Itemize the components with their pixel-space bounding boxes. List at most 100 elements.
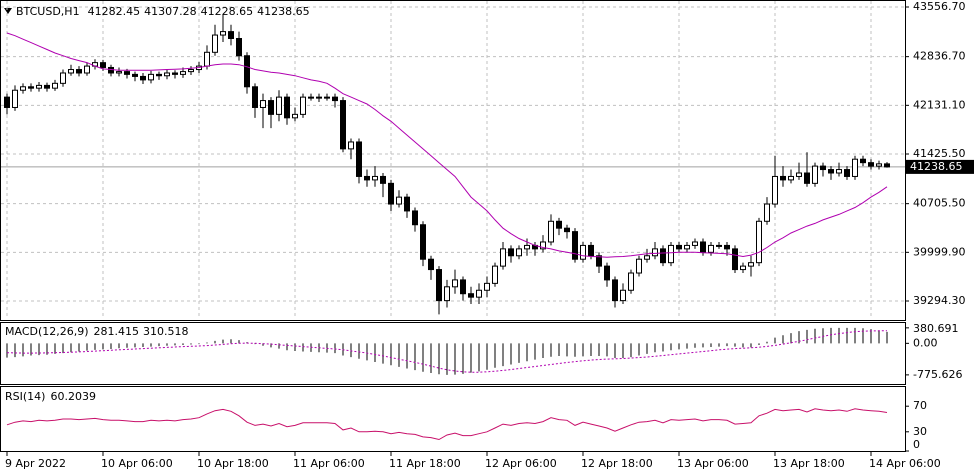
candle-body	[212, 34, 218, 53]
candle-body	[796, 172, 802, 177]
x-tick-label: 11 Apr 18:00	[389, 457, 461, 470]
candle-body	[252, 86, 258, 108]
candle-body	[724, 244, 730, 250]
candle-body	[804, 172, 810, 184]
candle-body	[12, 89, 18, 108]
chart-header: BTCUSD,H1 41282.45 41307.28 41228.65 41238.6…	[16, 5, 310, 18]
candle-body	[228, 31, 234, 40]
candle-body	[412, 210, 418, 226]
candle-body	[732, 248, 738, 271]
candle-body	[172, 72, 178, 75]
candle-body	[692, 241, 698, 246]
candle-body	[836, 169, 842, 174]
candle-body	[156, 73, 162, 77]
candle-body	[652, 248, 658, 257]
candle-body	[180, 71, 186, 75]
rsi-value: 60.2039	[50, 390, 96, 403]
candle-body	[444, 286, 450, 302]
candle-body	[380, 175, 386, 184]
candle-body	[84, 65, 90, 74]
candle-body	[812, 165, 818, 184]
candle-body	[468, 293, 474, 298]
y-tick-label: 30	[913, 425, 927, 438]
macd-value: 281.415	[94, 325, 140, 338]
candle-body	[452, 279, 458, 288]
candle-body	[492, 265, 498, 284]
macd-title: MACD(12,26,9)	[5, 325, 89, 338]
symbol-menu-arrow[interactable]	[4, 8, 12, 14]
rsi-line	[6, 408, 888, 441]
candle-body	[236, 38, 242, 57]
current-price-box	[906, 159, 974, 174]
candle-body	[148, 73, 154, 81]
rsi-header: RSI(14) 60.2039	[5, 390, 96, 403]
candle-body	[876, 163, 882, 167]
candle-body	[628, 272, 634, 291]
candle-body	[660, 248, 666, 264]
candle-body	[364, 175, 370, 181]
candle-body	[332, 96, 338, 102]
candle-body	[28, 86, 34, 89]
candle-body	[556, 220, 562, 229]
x-tick-label: 12 Apr 18:00	[581, 457, 653, 470]
candle-body	[188, 69, 194, 73]
candle-body	[748, 262, 754, 267]
rsi-panel-border	[0, 386, 906, 452]
candle-body	[260, 100, 266, 108]
candle-body	[4, 96, 10, 108]
candle-body	[164, 72, 170, 77]
candle-body	[68, 69, 74, 74]
candle-body	[132, 73, 138, 77]
header-open: 41282.45	[88, 5, 141, 18]
candle-body	[388, 182, 394, 205]
candle-body	[204, 51, 210, 67]
candle-body	[372, 175, 378, 181]
candle-body	[564, 227, 570, 233]
candle-body	[500, 248, 506, 267]
candle-body	[860, 158, 866, 164]
macd-signal-line	[6, 330, 888, 373]
moving-average-line	[6, 32, 888, 258]
candle-body	[772, 175, 778, 205]
candle-body	[540, 241, 546, 250]
candle-body	[868, 162, 874, 167]
candle-body	[668, 244, 674, 264]
candle-body	[604, 265, 610, 281]
y-tick-label: 40705.50	[913, 197, 966, 210]
y-tick-label: 41425.50	[913, 147, 966, 160]
candle-body	[508, 248, 514, 257]
candle-body	[516, 248, 522, 257]
candle-body	[484, 282, 490, 291]
candle-body	[420, 224, 426, 260]
candle-body	[340, 100, 346, 150]
candle-body	[524, 244, 530, 250]
candle-body	[140, 75, 146, 81]
candle-body	[428, 258, 434, 271]
x-tick-label: 10 Apr 18:00	[197, 457, 269, 470]
x-tick-label: 13 Apr 06:00	[677, 457, 749, 470]
candle-body	[292, 113, 298, 119]
candle-body	[828, 169, 834, 174]
candle-body	[756, 220, 762, 264]
candle-body	[108, 66, 114, 74]
macd-signal-value: 310.518	[143, 325, 189, 338]
candle-body	[588, 244, 594, 257]
header-low: 41228.65	[201, 5, 254, 18]
current-price-label: 41238.65	[910, 160, 963, 173]
candle-body	[76, 69, 82, 74]
candle-body	[276, 96, 282, 115]
candle-body	[220, 31, 226, 36]
candle-body	[316, 96, 322, 99]
x-tick-label: 14 Apr 06:00	[869, 457, 941, 470]
candle-body	[788, 175, 794, 181]
candle-body	[644, 255, 650, 260]
header-high: 41307.28	[144, 5, 197, 18]
y-tick-label: 0.00	[913, 336, 938, 349]
candle-body	[716, 244, 722, 247]
candle-body	[740, 265, 746, 271]
candle-body	[684, 244, 690, 250]
candle-body	[612, 279, 618, 302]
